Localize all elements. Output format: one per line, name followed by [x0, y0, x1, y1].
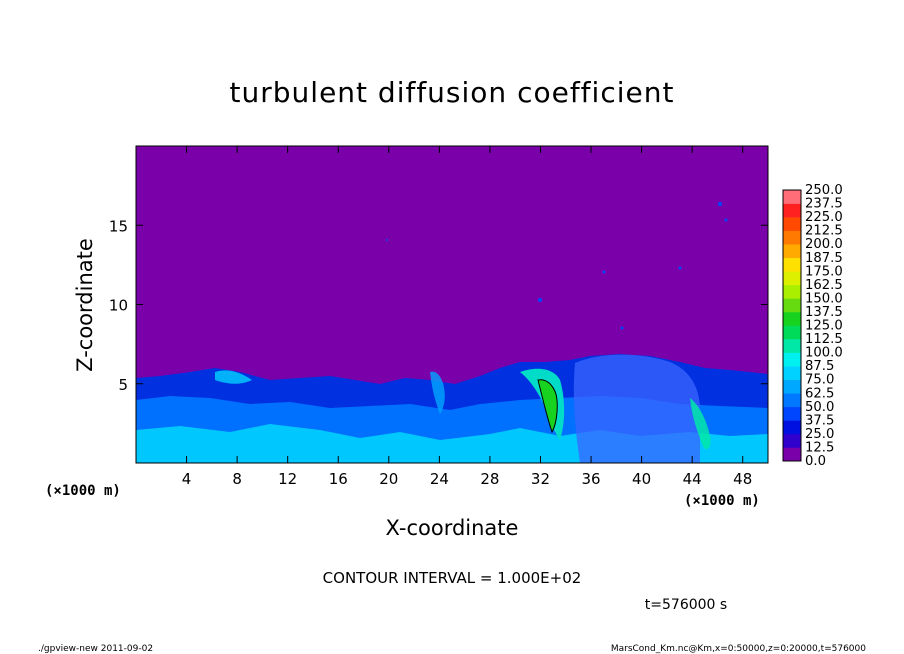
colorbar-label: 187.5 — [805, 251, 843, 266]
x-tick-label: 20 — [379, 470, 398, 488]
colorbar-swatch — [783, 230, 801, 245]
x-tick-label: 8 — [232, 470, 242, 488]
colorbar-label: 112.5 — [805, 332, 843, 347]
colorbar-label: 200.0 — [805, 237, 843, 252]
colorbar-label: 50.0 — [805, 400, 834, 415]
colorbar-label: 125.0 — [805, 319, 843, 334]
colorbar: 0.012.525.037.550.062.575.087.5100.0112.… — [782, 183, 843, 469]
colorbar-label: 250.0 — [805, 183, 843, 198]
colorbar-swatch — [783, 203, 801, 218]
x-tick-label: 24 — [430, 470, 449, 488]
colorbar-label: 100.0 — [805, 346, 843, 361]
colorbar-label: 25.0 — [805, 427, 834, 442]
colorbar-swatch — [783, 420, 801, 435]
colorbar-swatch — [783, 257, 801, 272]
colorbar-label: 150.0 — [805, 291, 843, 306]
y-tick-label: 15 — [109, 217, 128, 235]
colorbar-swatch — [783, 298, 801, 313]
x-tick-label: 12 — [278, 470, 297, 488]
y-axis-unit: (×1000 m) — [45, 483, 121, 499]
colorbar-swatch — [783, 190, 801, 204]
y-tick-label: 5 — [118, 376, 128, 394]
colorbar-label: 0.0 — [805, 454, 826, 469]
colorbar-swatch — [783, 244, 801, 259]
colorbar-swatch — [783, 433, 801, 448]
colorbar-label: 75.0 — [805, 373, 834, 388]
x-axis-unit: (×1000 m) — [684, 493, 760, 509]
colorbar-swatch — [783, 325, 801, 340]
colorbar-swatch — [783, 393, 801, 408]
colorbar-swatch — [783, 366, 801, 380]
peak-region — [537, 379, 558, 434]
x-axis-label: X-coordinate — [386, 516, 519, 540]
colorbar-swatch — [783, 311, 801, 326]
colorbar-swatch — [783, 271, 801, 286]
x-tick-label: 40 — [632, 470, 651, 488]
y-axis-label: Z-coordinate — [73, 238, 97, 372]
colorbar-label: 12.5 — [805, 440, 834, 455]
colorbar-frame — [782, 189, 802, 462]
colorbar-label: 137.5 — [805, 305, 843, 320]
colorbar-label: 225.0 — [805, 210, 843, 225]
colorbar-label: 62.5 — [805, 386, 834, 401]
time-label: t=576000 s — [645, 597, 727, 613]
x-tick-label: 44 — [683, 470, 702, 488]
footer-left: ./gpview-new 2011-09-02 — [38, 644, 153, 654]
colorbar-label: 175.0 — [805, 264, 843, 279]
x-tick-label: 48 — [733, 470, 752, 488]
colorbar-swatch — [783, 406, 801, 421]
colorbar-label: 87.5 — [805, 359, 834, 374]
colorbar-label: 162.5 — [805, 278, 843, 293]
contour-interval: CONTOUR INTERVAL = 1.000E+02 — [323, 569, 582, 587]
y-axis: 5 10 15 — [109, 217, 768, 394]
footer-right: MarsCond_Km.nc@Km,x=0:50000,z=0:20000,t=… — [611, 644, 866, 654]
colorbar-label: 237.5 — [805, 197, 843, 212]
chart-title: turbulent diffusion coefficient — [230, 76, 675, 109]
colorbar-label: 212.5 — [805, 224, 843, 239]
turbulent-layer — [136, 202, 768, 463]
x-axis: 4 8 12 16 20 24 28 32 36 40 44 48 — [182, 146, 752, 488]
colorbar-swatch — [783, 447, 801, 462]
y-tick-label: 10 — [109, 297, 128, 315]
x-tick-label: 4 — [182, 470, 192, 488]
x-tick-label: 32 — [531, 470, 550, 488]
eddy-mid — [430, 371, 445, 414]
colorbar-label: 37.5 — [805, 413, 834, 428]
x-tick-label: 16 — [329, 470, 348, 488]
colorbar-swatch — [783, 339, 801, 353]
colorbar-swatch — [783, 352, 801, 367]
heatmap-field — [135, 145, 769, 464]
plume-region — [573, 354, 700, 463]
colorbar-swatch — [783, 379, 801, 394]
x-tick-label: 28 — [480, 470, 499, 488]
eddy-left — [215, 370, 252, 384]
colorbar-swatch — [783, 217, 801, 231]
x-tick-label: 36 — [581, 470, 600, 488]
eddy-right — [690, 398, 711, 450]
colorbar-swatch — [783, 284, 801, 299]
